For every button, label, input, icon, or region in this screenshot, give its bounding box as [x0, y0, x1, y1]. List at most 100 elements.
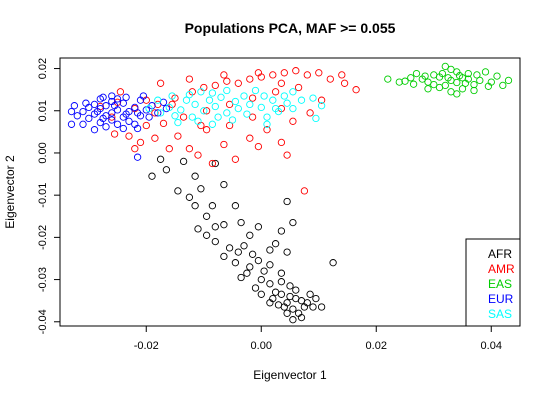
data-point: [303, 299, 311, 307]
data-point: [177, 106, 185, 114]
data-point: [271, 104, 280, 113]
data-point: [306, 290, 314, 298]
data-point: [257, 275, 265, 284]
data-point: [246, 134, 254, 142]
data-point: [90, 100, 99, 109]
data-point: [251, 284, 260, 292]
data-point: [79, 120, 87, 128]
data-point: [237, 273, 245, 282]
data-point: [102, 102, 110, 110]
data-point: [179, 157, 188, 166]
y-axis-label: Eigenvector 2: [3, 155, 17, 229]
data-point: [352, 86, 360, 94]
data-point: [315, 69, 323, 77]
data-point: [441, 62, 449, 71]
data-point: [168, 92, 176, 100]
data-point: [208, 159, 217, 168]
data-point: [395, 78, 403, 86]
data-point: [194, 225, 202, 233]
data-point: [197, 185, 205, 193]
data-point: [220, 180, 228, 189]
data-point: [246, 75, 254, 83]
data-point: [185, 75, 194, 83]
data-point: [283, 309, 291, 317]
data-point: [430, 80, 438, 89]
data-point: [240, 92, 248, 100]
data-point: [67, 107, 76, 116]
data-point: [470, 80, 478, 89]
data-point: [271, 240, 280, 248]
data-point: [248, 94, 257, 102]
data-point: [174, 132, 182, 140]
data-point: [338, 71, 346, 79]
data-point: [159, 119, 168, 128]
legend-entry: EUR: [488, 292, 514, 306]
data-point: [326, 75, 334, 83]
data-point: [188, 113, 196, 121]
data-point: [197, 88, 205, 96]
data-point: [309, 94, 317, 102]
y-tick-label: 0.02: [37, 58, 49, 79]
data-point: [142, 121, 150, 130]
data-point: [481, 68, 490, 76]
data-point: [113, 120, 122, 128]
data-point: [108, 109, 116, 117]
data-point: [133, 124, 142, 133]
data-point: [401, 77, 409, 85]
data-point: [154, 96, 162, 104]
data-point: [156, 79, 165, 87]
data-point: [263, 126, 271, 134]
data-point: [200, 107, 208, 115]
data-point: [271, 88, 280, 96]
data-point: [214, 113, 222, 121]
y-tick-label: 0.00: [37, 142, 49, 163]
data-point: [234, 79, 242, 87]
data-point: [223, 109, 231, 117]
data-point: [470, 86, 478, 95]
y-tick-label: -0.02: [37, 225, 49, 250]
data-point: [165, 103, 173, 112]
data-point: [421, 72, 429, 80]
data-point: [225, 244, 234, 252]
data-point: [119, 99, 127, 107]
data-point: [108, 116, 116, 124]
data-point: [277, 278, 286, 286]
data-point: [384, 75, 392, 83]
data-point: [208, 120, 217, 128]
data-point: [277, 79, 286, 87]
data-point: [297, 96, 306, 104]
data-point: [237, 218, 245, 227]
data-point: [110, 130, 119, 138]
data-point: [292, 286, 300, 294]
data-point: [292, 67, 300, 75]
legend-entry: AMR: [488, 262, 515, 276]
data-point: [225, 100, 234, 109]
data-point: [254, 69, 263, 77]
y-axis: -0.04 -0.03 -0.02 -0.01 0.00 0.01 0.02: [37, 58, 60, 334]
data-point: [113, 95, 122, 103]
data-point: [257, 290, 265, 298]
data-point: [251, 86, 260, 95]
data-point: [148, 172, 156, 180]
data-point: [317, 102, 326, 110]
data-point: [220, 71, 228, 79]
data-point: [211, 102, 219, 111]
data-point: [254, 223, 263, 231]
data-point: [289, 117, 297, 125]
data-point: [174, 187, 182, 195]
data-point: [499, 81, 507, 90]
data-point: [254, 256, 263, 265]
data-point: [243, 269, 251, 277]
data-point: [286, 282, 294, 290]
data-point: [283, 197, 291, 206]
series-afr: [148, 155, 337, 324]
series-eur: [67, 92, 171, 161]
data-point: [90, 126, 99, 134]
data-point: [484, 82, 493, 90]
data-point: [283, 248, 291, 256]
data-point: [223, 77, 231, 85]
data-point: [254, 142, 263, 151]
data-point: [269, 71, 277, 79]
